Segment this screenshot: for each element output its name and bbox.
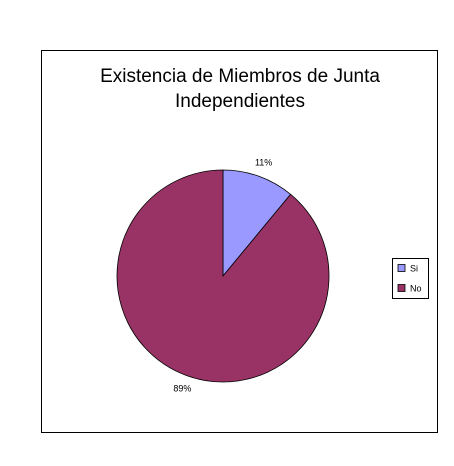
legend-label: No	[410, 283, 422, 293]
legend-swatch	[397, 284, 406, 292]
chart-title: Existencia de Miembros de Junta Independ…	[100, 66, 380, 112]
legend-swatch	[397, 264, 406, 272]
legend-label: Si	[410, 263, 418, 273]
data-label: 89%	[173, 383, 191, 393]
pie-slice	[222, 169, 292, 278]
pie-slice	[116, 169, 330, 383]
data-label: 11%	[255, 157, 272, 167]
